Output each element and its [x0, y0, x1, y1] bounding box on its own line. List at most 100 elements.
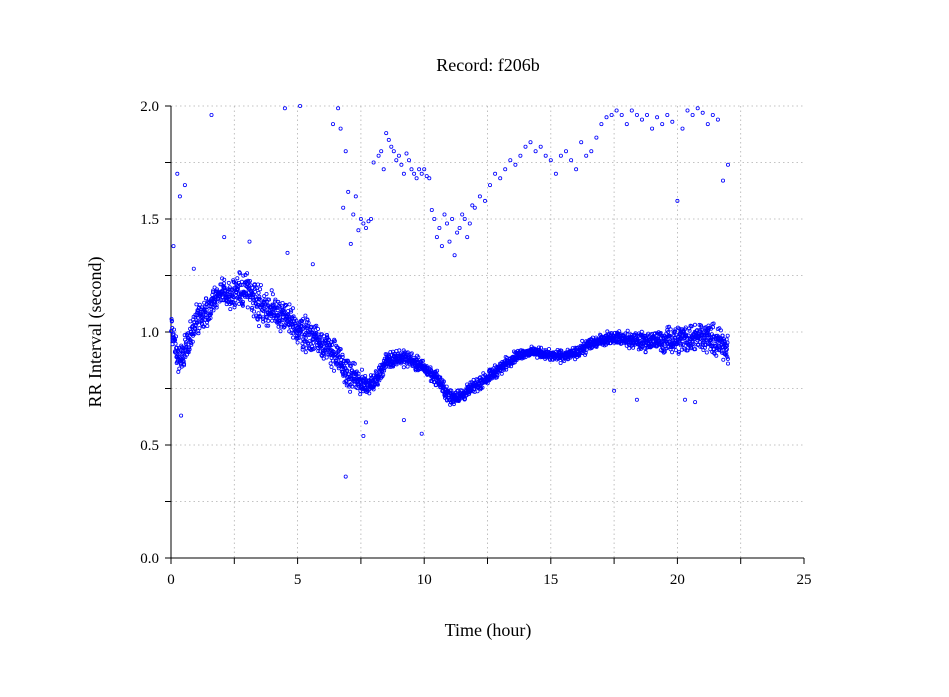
outlier-point: [460, 212, 465, 217]
tick-labels: 0 5 10 15 20 25 0.0 0.5 1.0 1.5 2.0: [140, 99, 811, 588]
data-point: [237, 271, 242, 276]
data-point: [623, 331, 628, 336]
data-point: [245, 305, 250, 310]
outlier-point: [379, 149, 384, 154]
outlier-point: [569, 158, 574, 163]
data-point: [721, 357, 726, 362]
outlier-point: [358, 216, 363, 221]
outlier-point: [396, 153, 401, 158]
outlier-point: [726, 162, 731, 167]
data-point: [704, 337, 709, 342]
data-point: [171, 327, 176, 332]
outlier-point: [634, 113, 639, 118]
data-point: [251, 309, 256, 314]
outlier-point: [470, 203, 475, 208]
data-point: [332, 339, 337, 344]
data-point: [390, 349, 395, 354]
data-point: [381, 372, 386, 377]
data-point: [404, 351, 409, 356]
data-point: [725, 333, 730, 338]
data-point: [456, 398, 461, 403]
data-point: [232, 302, 237, 307]
data-point: [338, 347, 343, 352]
data-point: [258, 297, 263, 302]
outlier-point: [726, 361, 731, 366]
outlier-point: [179, 413, 184, 418]
outlier-point: [721, 178, 726, 183]
data-point: [480, 385, 485, 390]
outlier-point: [439, 244, 444, 249]
outlier-point: [175, 171, 180, 176]
data-point: [295, 335, 300, 340]
data-point: [255, 302, 260, 307]
data-point: [666, 329, 671, 334]
data-point: [276, 324, 281, 329]
data-point: [187, 347, 192, 352]
data-point: [181, 363, 186, 368]
data-point: [262, 294, 267, 299]
outlier-point: [645, 113, 650, 118]
outlier-point: [700, 110, 705, 115]
data-point: [281, 307, 286, 312]
data-point: [676, 350, 681, 355]
outlier-point: [343, 149, 348, 154]
data-point: [658, 330, 663, 335]
outlier-point: [553, 171, 558, 176]
data-point: [326, 337, 331, 342]
data-point: [584, 347, 589, 352]
data-point: [188, 319, 193, 324]
data-point: [724, 350, 729, 355]
data-point: [639, 329, 644, 334]
outlier-point: [343, 474, 348, 479]
data-point: [725, 356, 730, 361]
outlier-point: [406, 158, 411, 163]
data-point: [300, 317, 305, 322]
data-point: [673, 329, 678, 334]
data-point: [280, 300, 285, 305]
data-point: [240, 299, 245, 304]
data-point: [303, 335, 308, 340]
data-point: [711, 325, 716, 330]
outlier-point: [338, 126, 343, 131]
outlier-point: [579, 140, 584, 145]
data-point: [270, 292, 275, 297]
data-point: [539, 345, 544, 350]
data-point: [256, 290, 261, 295]
data-point: [678, 343, 683, 348]
data-point: [331, 368, 336, 373]
outlier-point: [457, 225, 462, 230]
data-point: [266, 318, 271, 323]
data-point: [379, 369, 384, 374]
outlier-point: [665, 113, 670, 118]
data-point: [303, 350, 308, 355]
data-point: [348, 364, 353, 369]
data-point: [187, 337, 192, 342]
data-point: [264, 291, 269, 296]
data-point: [547, 346, 552, 351]
data-point: [187, 345, 192, 350]
outlier-point: [336, 106, 341, 111]
outlier-point: [599, 122, 604, 127]
data-point: [676, 339, 681, 344]
data-point: [663, 341, 668, 346]
data-point: [320, 338, 325, 343]
outlier-point: [363, 225, 368, 230]
data-point: [282, 309, 287, 314]
data-point: [295, 340, 300, 345]
data-point: [173, 338, 178, 343]
data-point: [367, 391, 372, 396]
data-point: [226, 280, 231, 285]
outlier-point: [477, 194, 482, 199]
data-point: [617, 329, 622, 334]
data-point: [689, 345, 694, 350]
data-point: [238, 282, 243, 287]
outlier-point: [414, 176, 419, 181]
data-point: [221, 281, 226, 286]
data-point: [643, 349, 648, 354]
outlier-point: [389, 144, 394, 149]
outlier-point: [401, 418, 406, 423]
data-point: [261, 309, 266, 314]
data-point: [227, 285, 232, 290]
outlier-point: [417, 167, 422, 172]
